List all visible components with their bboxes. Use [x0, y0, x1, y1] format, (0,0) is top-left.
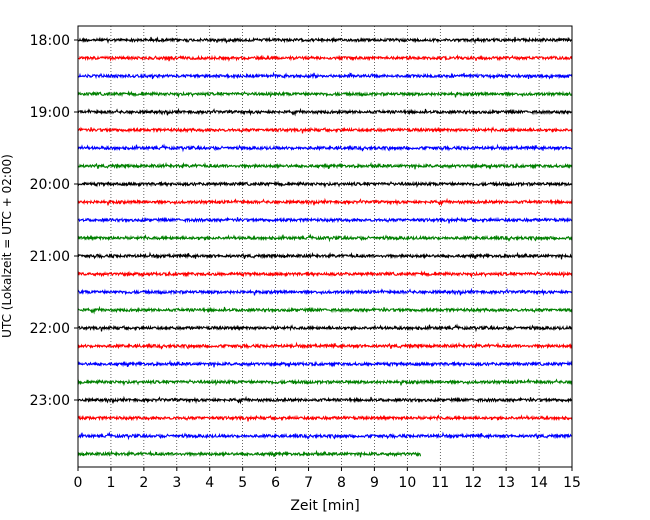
trace-2345 — [77, 449, 422, 458]
trace-1800 — [77, 36, 573, 45]
x-tick-label-13: 13 — [497, 475, 515, 491]
trace-2000 — [77, 180, 573, 189]
x-tick-label-7: 7 — [304, 475, 313, 491]
trace-1830 — [77, 71, 573, 80]
trace-2145 — [77, 305, 573, 315]
y-axis-ticks: 18:00 19:00 20:00 21:00 22:00 23:00 — [30, 33, 78, 409]
x-tick-label-2: 2 — [139, 475, 148, 491]
y-tick-label-2100: 21:00 — [30, 249, 70, 265]
trace-2045 — [77, 233, 573, 243]
trace-2230 — [77, 359, 573, 368]
y-tick-label-2000: 20:00 — [30, 177, 70, 193]
x-tick-label-0: 0 — [74, 475, 83, 491]
y-axis-label: UTC (Lokalzeit = UTC + 02:00) — [0, 154, 14, 338]
trace-1915 — [77, 126, 573, 134]
y-tick-label-2200: 22:00 — [30, 321, 70, 337]
x-tick-label-6: 6 — [271, 475, 280, 491]
x-axis-ticks: 0 1 2 3 4 5 6 7 8 9 10 11 12 13 14 15 — [74, 467, 581, 491]
y-tick-label-1900: 19:00 — [30, 105, 70, 121]
trace-2330 — [77, 431, 573, 441]
x-tick-label-8: 8 — [337, 475, 346, 491]
trace-2030 — [77, 216, 573, 224]
trace-1900 — [77, 107, 573, 117]
x-tick-label-10: 10 — [398, 475, 416, 491]
x-axis-label: Zeit [min] — [290, 498, 359, 514]
trace-1930 — [77, 143, 573, 153]
trace-2100 — [77, 251, 573, 260]
trace-2200 — [77, 323, 573, 333]
plot-frame — [77, 25, 573, 468]
x-tick-label-3: 3 — [172, 475, 181, 491]
x-tick-label-5: 5 — [238, 475, 247, 491]
trace-2015 — [77, 197, 573, 207]
trace-2130 — [77, 287, 573, 296]
trace-2215 — [77, 341, 573, 350]
trace-1815 — [77, 54, 573, 62]
trace-1845 — [77, 90, 573, 99]
trace-1945 — [77, 161, 573, 170]
x-tick-label-15: 15 — [563, 475, 581, 491]
x-tick-label-9: 9 — [370, 475, 379, 491]
x-tick-label-1: 1 — [106, 475, 115, 491]
trace-2315 — [77, 414, 573, 422]
trace-2300 — [77, 395, 573, 405]
y-tick-label-2300: 23:00 — [30, 393, 70, 409]
x-tick-label-14: 14 — [530, 475, 548, 491]
seismic-traces — [77, 36, 573, 458]
x-tick-label-11: 11 — [431, 475, 449, 491]
y-tick-label-1800: 18:00 — [30, 33, 70, 49]
trace-2115 — [77, 270, 573, 279]
x-tick-label-12: 12 — [464, 475, 482, 491]
x-tick-label-4: 4 — [205, 475, 214, 491]
trace-2245 — [77, 378, 573, 387]
